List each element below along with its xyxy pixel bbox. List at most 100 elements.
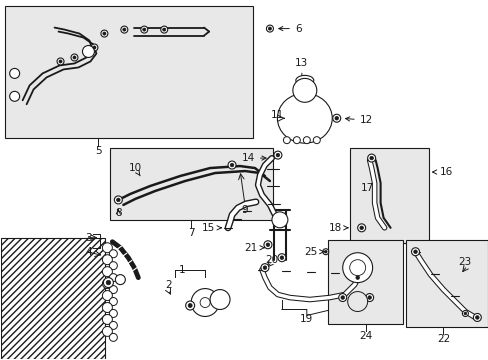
Circle shape xyxy=(263,266,266,269)
Circle shape xyxy=(264,241,271,249)
Circle shape xyxy=(102,32,106,35)
Circle shape xyxy=(141,26,147,33)
Text: 15: 15 xyxy=(202,223,221,233)
Text: 23: 23 xyxy=(458,257,471,267)
Circle shape xyxy=(109,298,117,306)
Text: 13: 13 xyxy=(295,58,308,68)
Circle shape xyxy=(472,314,480,321)
Text: 5: 5 xyxy=(95,146,102,156)
Circle shape xyxy=(357,224,365,232)
Text: 12: 12 xyxy=(345,115,372,125)
Circle shape xyxy=(163,28,165,31)
Circle shape xyxy=(367,296,371,299)
Circle shape xyxy=(82,45,94,58)
Circle shape xyxy=(114,196,122,204)
Circle shape xyxy=(109,321,117,329)
Circle shape xyxy=(369,156,373,160)
Text: 1: 1 xyxy=(179,265,185,275)
Bar xyxy=(327,240,402,324)
Text: 21: 21 xyxy=(244,243,264,253)
Bar xyxy=(110,148,272,220)
Circle shape xyxy=(347,292,367,311)
Bar xyxy=(349,148,428,243)
Circle shape xyxy=(102,243,112,253)
Text: 19: 19 xyxy=(300,314,313,324)
Circle shape xyxy=(280,256,283,260)
Circle shape xyxy=(230,163,233,167)
Text: 22: 22 xyxy=(436,334,449,345)
Circle shape xyxy=(322,249,328,255)
Circle shape xyxy=(261,264,268,272)
Circle shape xyxy=(268,27,271,30)
Text: 20: 20 xyxy=(265,255,278,265)
Circle shape xyxy=(102,255,112,265)
Text: 10: 10 xyxy=(128,163,141,176)
Circle shape xyxy=(102,315,112,324)
Circle shape xyxy=(109,285,117,293)
Circle shape xyxy=(293,137,300,144)
Circle shape xyxy=(103,278,113,288)
Circle shape xyxy=(161,26,167,33)
Text: 25: 25 xyxy=(304,247,323,257)
Bar xyxy=(405,240,488,328)
Circle shape xyxy=(210,289,229,310)
Bar xyxy=(0,238,105,359)
Circle shape xyxy=(349,260,365,276)
Circle shape xyxy=(109,333,117,341)
Circle shape xyxy=(283,137,290,144)
Ellipse shape xyxy=(295,75,313,85)
Circle shape xyxy=(109,274,117,282)
Circle shape xyxy=(277,254,285,262)
Circle shape xyxy=(227,161,236,169)
Circle shape xyxy=(115,275,125,285)
Text: 6: 6 xyxy=(278,24,301,33)
Circle shape xyxy=(10,68,20,78)
Circle shape xyxy=(102,291,112,301)
Circle shape xyxy=(10,91,20,101)
Circle shape xyxy=(91,44,98,51)
Text: 17: 17 xyxy=(360,183,373,193)
Circle shape xyxy=(355,276,359,279)
Bar xyxy=(5,6,252,138)
Circle shape xyxy=(200,298,210,307)
Circle shape xyxy=(266,25,273,32)
Circle shape xyxy=(273,151,281,159)
Circle shape xyxy=(121,26,127,33)
Circle shape xyxy=(188,303,192,307)
Text: 4: 4 xyxy=(85,247,92,257)
Circle shape xyxy=(353,274,361,282)
Circle shape xyxy=(313,137,320,144)
Circle shape xyxy=(292,78,316,102)
Circle shape xyxy=(93,46,96,49)
Circle shape xyxy=(116,198,120,202)
Circle shape xyxy=(332,114,340,122)
Text: 9: 9 xyxy=(241,205,248,215)
Circle shape xyxy=(276,153,279,157)
Text: 11: 11 xyxy=(271,110,284,120)
Circle shape xyxy=(109,250,117,258)
Circle shape xyxy=(142,28,145,31)
Circle shape xyxy=(109,310,117,318)
Text: 8: 8 xyxy=(115,208,122,218)
Circle shape xyxy=(271,212,287,228)
Circle shape xyxy=(59,60,62,63)
Text: 7: 7 xyxy=(187,228,194,238)
Circle shape xyxy=(462,310,468,316)
Text: 14: 14 xyxy=(241,153,265,163)
Text: 16: 16 xyxy=(432,167,452,177)
Circle shape xyxy=(265,243,269,247)
Circle shape xyxy=(413,250,416,253)
Circle shape xyxy=(101,30,108,37)
Circle shape xyxy=(359,226,363,230)
Circle shape xyxy=(102,327,112,336)
Circle shape xyxy=(57,58,64,65)
Text: 3: 3 xyxy=(85,233,92,243)
Circle shape xyxy=(474,316,478,319)
Circle shape xyxy=(340,296,344,299)
Circle shape xyxy=(367,154,375,162)
Circle shape xyxy=(303,137,310,144)
Circle shape xyxy=(102,279,112,289)
Text: 2: 2 xyxy=(164,280,171,289)
Circle shape xyxy=(73,56,76,59)
Text: 18: 18 xyxy=(328,223,347,233)
